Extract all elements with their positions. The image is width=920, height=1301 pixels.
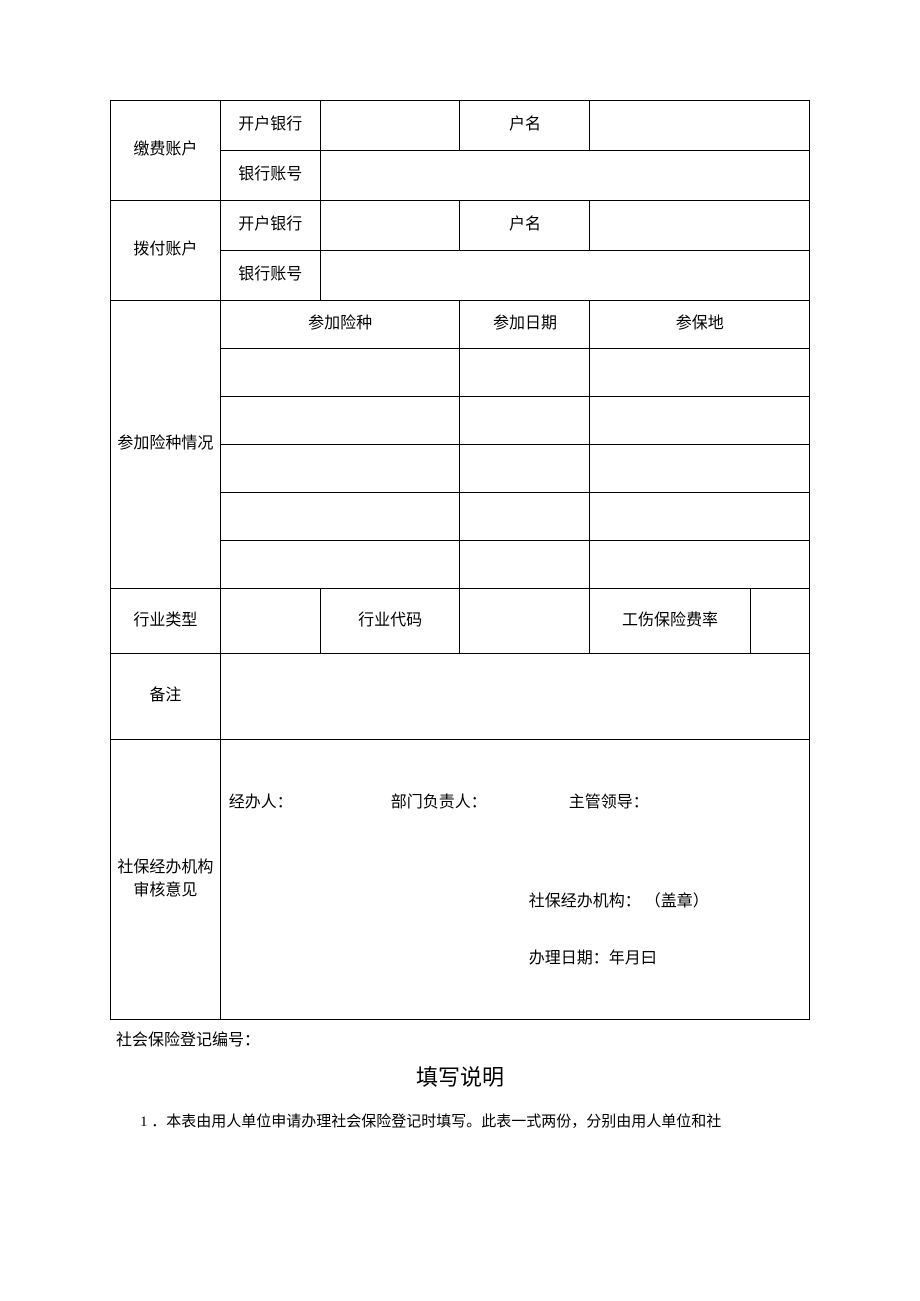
insurance-row-loc[interactable]	[590, 493, 810, 541]
insurance-row-type[interactable]	[220, 349, 460, 397]
handler-label: 经办人：	[229, 794, 293, 811]
instructions-title: 填写说明	[110, 1060, 810, 1092]
stamp-note: （盖章）	[645, 893, 709, 910]
depthead-label: 部门负责人：	[391, 794, 487, 811]
disb-name-label: 户名	[460, 201, 590, 251]
insurance-row-loc[interactable]	[590, 397, 810, 445]
industry-rate-value[interactable]	[750, 589, 809, 654]
pay-acctno-label: 银行账号	[220, 151, 320, 201]
pay-bank-value[interactable]	[320, 101, 460, 151]
disb-bank-label: 开户银行	[220, 201, 320, 251]
pay-name-label: 户名	[460, 101, 590, 151]
insurance-row-type[interactable]	[220, 541, 460, 589]
registration-number-line: 社会保险登记编号：	[110, 1026, 810, 1050]
pay-account-label: 缴费账户	[111, 101, 221, 201]
remark-label: 备注	[111, 654, 221, 740]
insurance-row-loc[interactable]	[590, 445, 810, 493]
insurance-row-loc[interactable]	[590, 349, 810, 397]
insurance-row-date[interactable]	[460, 445, 590, 493]
instructions-item-1: 1 ．本表由用人单位申请办理社会保险登记时填写。此表一式两份，分别由用人单位和社	[110, 1110, 810, 1134]
disb-bank-value[interactable]	[320, 201, 460, 251]
insurance-header-type: 参加险种	[220, 301, 460, 349]
insurance-section-label: 参加险种情况	[111, 301, 221, 589]
insurance-header-date: 参加日期	[460, 301, 590, 349]
pay-acctno-value[interactable]	[320, 151, 809, 201]
pay-bank-label: 开户银行	[220, 101, 320, 151]
insurance-row-date[interactable]	[460, 541, 590, 589]
insurance-row-type[interactable]	[220, 445, 460, 493]
supervisor-label: 主管领导：	[569, 794, 649, 811]
insurance-row-date[interactable]	[460, 493, 590, 541]
disb-account-label: 拨付账户	[111, 201, 221, 301]
industry-code-label: 行业代码	[320, 589, 460, 654]
approval-section-label: 社保经办机构审核意见	[111, 740, 221, 1020]
insurance-row-type[interactable]	[220, 493, 460, 541]
insurance-row-date[interactable]	[460, 349, 590, 397]
industry-type-value[interactable]	[220, 589, 320, 654]
approval-content: 经办人： 部门负责人： 主管领导： 社保经办机构： （盖章） 办理日期：年月曰	[220, 740, 809, 1020]
industry-rate-label: 工伤保险费率	[590, 589, 750, 654]
pay-name-value[interactable]	[590, 101, 810, 151]
remark-value[interactable]	[220, 654, 809, 740]
regnum-label: 社会保险登记编号：	[116, 1032, 260, 1049]
industry-code-value[interactable]	[460, 589, 590, 654]
disb-acctno-value[interactable]	[320, 251, 809, 301]
process-date-value[interactable]: 年月曰	[609, 950, 657, 967]
process-date-label: 办理日期：	[529, 950, 609, 967]
disb-acctno-label: 银行账号	[220, 251, 320, 301]
industry-type-label: 行业类型	[111, 589, 221, 654]
insurance-row-type[interactable]	[220, 397, 460, 445]
disb-name-value[interactable]	[590, 201, 810, 251]
agency-label: 社保经办机构：	[529, 893, 641, 910]
insurance-header-loc: 参保地	[590, 301, 810, 349]
insurance-row-date[interactable]	[460, 397, 590, 445]
insurance-row-loc[interactable]	[590, 541, 810, 589]
